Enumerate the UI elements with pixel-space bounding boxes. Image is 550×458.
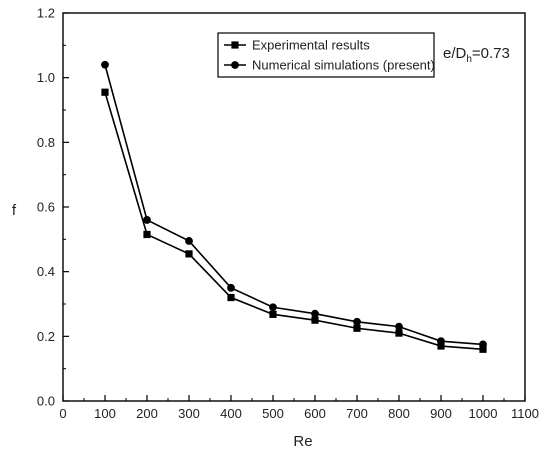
- x-tick-label: 300: [178, 406, 200, 421]
- legend-label: Experimental results: [252, 38, 370, 53]
- y-axis-title: f: [12, 202, 17, 219]
- x-tick-label: 600: [304, 406, 326, 421]
- data-point: [269, 303, 277, 312]
- series-1: [101, 88, 487, 353]
- data-point: [185, 237, 193, 245]
- legend-label: Numerical simulations (present): [252, 58, 435, 73]
- annotation-value: =0.73: [472, 45, 510, 62]
- y-tick-label: 0.2: [37, 329, 55, 344]
- legend-marker: [231, 61, 239, 69]
- y-tick-label: 0.6: [37, 200, 55, 215]
- data-point: [437, 342, 445, 350]
- data-point: [185, 250, 193, 258]
- x-tick-label: 400: [220, 406, 242, 421]
- data-point: [479, 345, 487, 353]
- annotation-subscript: h: [466, 54, 472, 65]
- x-tick-label: 1000: [469, 406, 498, 421]
- plot-area: 0 100 200 300 400 500 600 700 800 900 1000 1100 0.0 0…: [37, 6, 539, 422]
- legend: Experimental results Numerical simulation…: [217, 32, 435, 78]
- y-tick-label: 0.4: [37, 264, 55, 279]
- data-point: [479, 340, 487, 349]
- data-point: [437, 337, 445, 346]
- data-point: [227, 283, 235, 292]
- y-tick-label: 1.2: [37, 6, 55, 21]
- data-point: [101, 60, 109, 69]
- data-point: [353, 324, 361, 332]
- x-tick-label: 800: [388, 406, 410, 421]
- x-tick-label: 100: [94, 406, 116, 421]
- y-tick-label: 0.0: [37, 394, 55, 409]
- data-point: [143, 216, 151, 224]
- data-point: [227, 293, 235, 302]
- data-point: [143, 230, 151, 239]
- series-2: [101, 60, 487, 349]
- data-point: [395, 322, 403, 331]
- x-tick-label: 500: [262, 406, 284, 421]
- x-tick-label: 700: [346, 406, 368, 421]
- annotation-main: e/D: [443, 45, 467, 62]
- data-point: [311, 309, 319, 318]
- parameter-annotation: e/Dh=0.73: [443, 45, 510, 65]
- data-point: [395, 329, 403, 337]
- y-tick-label: 1.0: [37, 70, 55, 85]
- y-tick-label: 0.8: [37, 135, 55, 150]
- data-point: [353, 317, 361, 326]
- series-line: [104, 64, 484, 346]
- x-tick-label: 200: [136, 406, 158, 421]
- x-tick-label: 1100: [511, 406, 539, 421]
- data-point: [311, 316, 319, 324]
- data-point: [269, 310, 277, 318]
- data-point: [101, 88, 109, 96]
- x-tick-label: 900: [430, 406, 452, 421]
- legend-box: [217, 32, 435, 78]
- legend-marker: [231, 41, 239, 49]
- x-axis-title: Re: [293, 433, 312, 450]
- series-line: [104, 91, 484, 351]
- x-tick-label: 0: [59, 406, 66, 421]
